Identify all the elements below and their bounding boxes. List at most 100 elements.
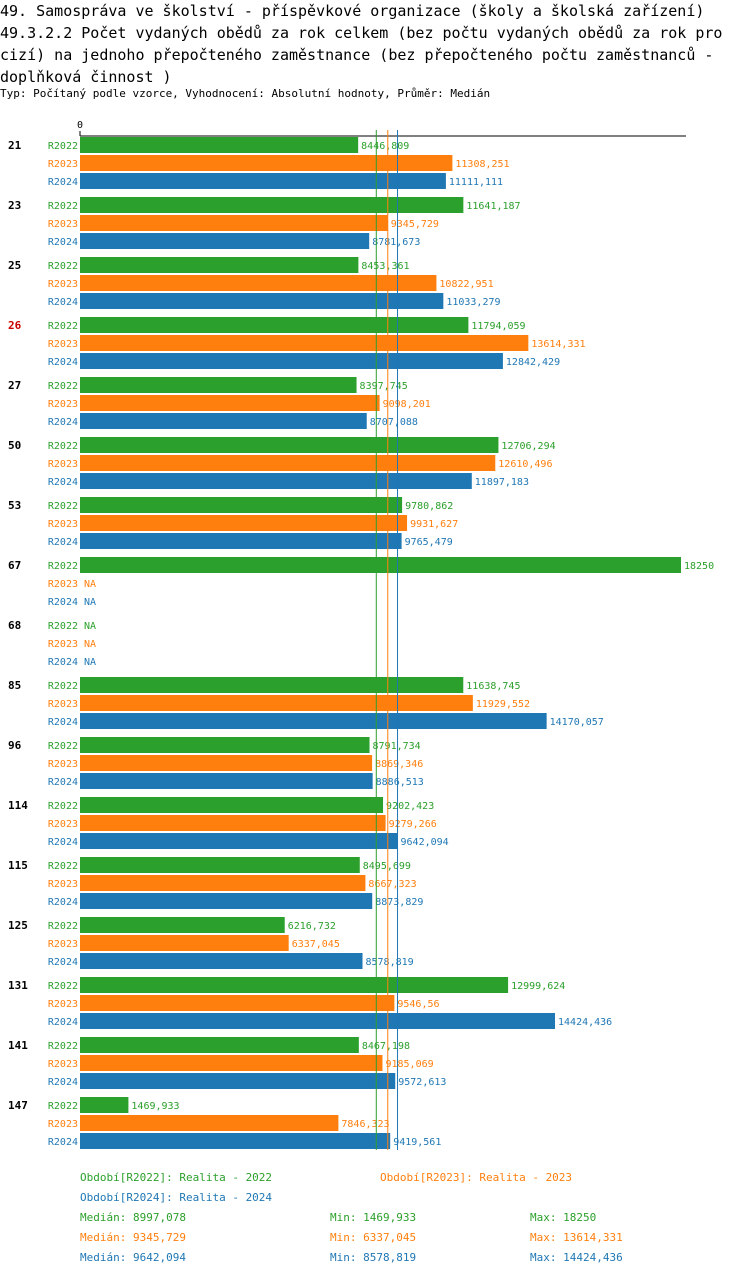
data-label-53-R2023: 9931,627 <box>410 519 458 530</box>
axis-zero-label: 0 <box>77 120 83 131</box>
series-label-53-R2022: R2022 <box>48 501 78 512</box>
series-label-21-R2023: R2023 <box>48 159 78 170</box>
bar-chart: 0 21 R2022 8446,809 R2023 11308,251 R2024 11111… <box>8 120 714 1150</box>
series-label-115-R2022: R2022 <box>48 861 78 872</box>
data-label-147-R2023: 7846,323 <box>341 1119 389 1130</box>
data-label-85-R2024: 14170,057 <box>550 717 604 728</box>
bar-26-R2022 <box>80 317 469 333</box>
series-label-26-R2024: R2024 <box>48 357 78 368</box>
chart-title: 49. Samospráva ve školství - příspěvkové… <box>0 0 750 88</box>
series-label-27-R2024: R2024 <box>48 417 78 428</box>
legend-period-r2023: Období[R2023]: Realita - 2023 <box>380 1171 573 1184</box>
series-label-114-R2023: R2023 <box>48 819 78 830</box>
data-label-131-R2023: 9546,56 <box>397 999 439 1010</box>
bar-141-R2024 <box>80 1073 396 1089</box>
series-label-131-R2022: R2022 <box>48 981 78 992</box>
bar-53-R2023 <box>80 515 408 531</box>
bar-131-R2024 <box>80 1013 556 1029</box>
bar-25-R2024 <box>80 293 444 309</box>
data-label-96-R2022: 8791,734 <box>373 741 421 752</box>
category-label-68: 68 <box>8 619 21 632</box>
data-label-96-R2023: 8869,346 <box>375 759 423 770</box>
series-label-85-R2022: R2022 <box>48 681 78 692</box>
series-label-23-R2024: R2024 <box>48 237 78 248</box>
series-label-26-R2022: R2022 <box>48 321 78 332</box>
bar-23-R2024 <box>80 233 370 249</box>
data-label-115-R2022: 8495,699 <box>363 861 411 872</box>
bar-21-R2022 <box>80 137 359 153</box>
data-label-25-R2024: 11033,279 <box>446 297 500 308</box>
bar-115-R2023 <box>80 875 366 891</box>
data-label-67-R2024: NA <box>84 597 96 608</box>
bar-23-R2023 <box>80 215 388 231</box>
bar-141-R2022 <box>80 1037 359 1053</box>
category-label-67: 67 <box>8 559 21 572</box>
data-label-114-R2023: 9279,266 <box>389 819 437 830</box>
data-label-125-R2023: 6337,045 <box>292 939 340 950</box>
bar-115-R2024 <box>80 893 373 909</box>
data-label-21-R2024: 11111,111 <box>449 177 503 188</box>
bar-147-R2022 <box>80 1097 129 1113</box>
series-label-67-R2024: R2024 <box>48 597 78 608</box>
bar-26-R2023 <box>80 335 529 351</box>
data-label-26-R2022: 11794,059 <box>471 321 525 332</box>
legend-median-r2022: Medián: 8997,078 <box>80 1211 186 1224</box>
chart-subtitle: Typ: Počítaný podle vzorce, Vyhodnocení:… <box>0 87 491 100</box>
series-label-50-R2022: R2022 <box>48 441 78 452</box>
bar-125-R2023 <box>80 935 289 951</box>
series-label-53-R2024: R2024 <box>48 537 78 548</box>
bar-96-R2023 <box>80 755 373 771</box>
series-label-96-R2022: R2022 <box>48 741 78 752</box>
series-label-85-R2024: R2024 <box>48 717 78 728</box>
series-label-114-R2024: R2024 <box>48 837 78 848</box>
category-label-114: 114 <box>8 799 28 812</box>
bar-147-R2023 <box>80 1115 339 1131</box>
bar-96-R2022 <box>80 737 370 753</box>
category-label-141: 141 <box>8 1039 28 1052</box>
category-label-21: 21 <box>8 139 22 152</box>
data-label-141-R2022: 8467,198 <box>362 1041 410 1052</box>
series-label-67-R2023: R2023 <box>48 579 78 590</box>
series-label-125-R2024: R2024 <box>48 957 78 968</box>
data-label-147-R2024: 9419,561 <box>393 1137 441 1148</box>
category-label-26: 26 <box>8 319 22 332</box>
series-label-147-R2022: R2022 <box>48 1101 78 1112</box>
title-line-1: 49. Samospráva ve školství - příspěvkové… <box>0 2 705 20</box>
series-label-96-R2024: R2024 <box>48 777 78 788</box>
data-label-85-R2022: 11638,745 <box>466 681 520 692</box>
legend-min-r2024: Min: 8578,819 <box>330 1251 417 1264</box>
series-label-147-R2023: R2023 <box>48 1119 78 1130</box>
legend-min-r2023: Min: 6337,045 <box>330 1231 417 1244</box>
series-label-125-R2023: R2023 <box>48 939 78 950</box>
legend-period-r2022: Období[R2022]: Realita - 2022 <box>80 1171 273 1184</box>
bar-50-R2024 <box>80 473 472 489</box>
data-label-21-R2022: 8446,809 <box>361 141 409 152</box>
bar-21-R2024 <box>80 173 446 189</box>
bar-27-R2023 <box>80 395 380 411</box>
bar-114-R2024 <box>80 833 398 849</box>
bar-141-R2023 <box>80 1055 383 1071</box>
series-label-21-R2022: R2022 <box>48 141 78 152</box>
bar-23-R2022 <box>80 197 464 213</box>
bar-21-R2023 <box>80 155 453 171</box>
series-label-68-R2022: R2022 <box>48 621 78 632</box>
bar-25-R2023 <box>80 275 437 291</box>
legend-period-r2024: Období[R2024]: Realita - 2024 <box>80 1191 273 1204</box>
series-label-147-R2024: R2024 <box>48 1137 78 1148</box>
legend-median-r2023: Medián: 9345,729 <box>80 1231 186 1244</box>
category-label-131: 131 <box>8 979 28 992</box>
series-label-23-R2022: R2022 <box>48 201 78 212</box>
bar-67-R2022 <box>80 557 681 573</box>
data-label-21-R2023: 11308,251 <box>455 159 509 170</box>
series-label-23-R2023: R2023 <box>48 219 78 230</box>
title-line-2: 49.3.2.2 Počet vydaných obědů za rok cel… <box>0 24 723 86</box>
bar-53-R2022 <box>80 497 403 513</box>
data-label-23-R2023: 9345,729 <box>391 219 439 230</box>
data-label-125-R2022: 6216,732 <box>288 921 336 932</box>
bar-27-R2024 <box>80 413 367 429</box>
data-label-68-R2024: NA <box>84 657 96 668</box>
series-label-25-R2024: R2024 <box>48 297 78 308</box>
data-label-27-R2024: 8707,088 <box>370 417 418 428</box>
data-label-27-R2023: 9098,201 <box>383 399 431 410</box>
data-label-25-R2023: 10822,951 <box>439 279 493 290</box>
